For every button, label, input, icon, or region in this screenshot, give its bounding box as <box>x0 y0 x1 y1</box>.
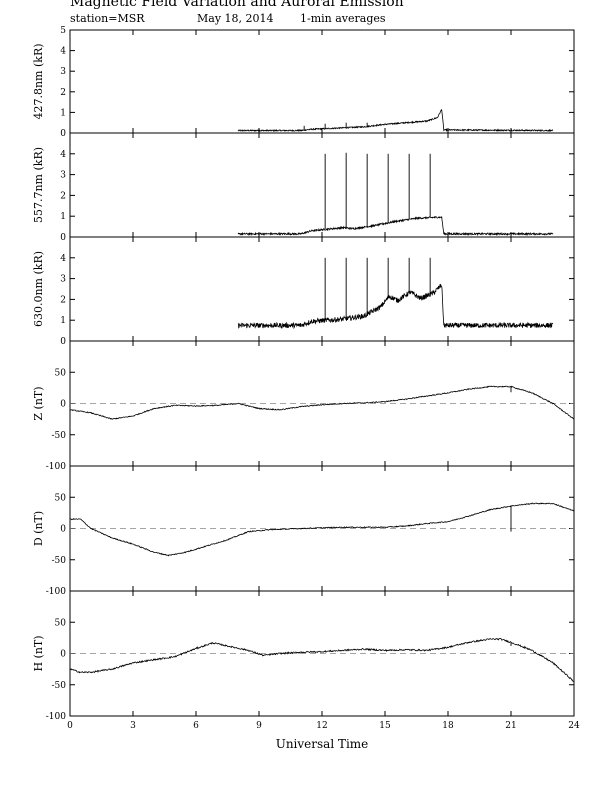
y-axis-label-p4278: 427.8nm (kR) <box>32 43 45 119</box>
x-tick-label: 6 <box>193 721 199 731</box>
y-tick-label-pZ: 0 <box>60 400 66 410</box>
y-tick-label-pD: 0 <box>60 525 66 535</box>
x-tick-label: 24 <box>568 721 580 731</box>
x-tick-label: 21 <box>505 721 516 731</box>
y-tick-label-p4278: 1 <box>60 108 66 118</box>
y-tick-label-p5577: 0 <box>60 233 66 243</box>
series-line-p6300 <box>237 284 554 330</box>
station-label: station=MSR <box>70 12 145 25</box>
y-tick-label-p5577: 1 <box>60 212 66 222</box>
series-line-pD <box>69 502 575 557</box>
y-tick-label-p6300: 1 <box>60 316 66 326</box>
y-tick-label-pD: -100 <box>46 587 66 597</box>
y-tick-label-p4278: 3 <box>60 67 66 77</box>
y-tick-label-pZ: 50 <box>55 368 67 378</box>
y-axis-label-pD: D (nT) <box>32 511 45 546</box>
chart-title: Magnetic Field Variation and Auroral Emi… <box>70 0 404 10</box>
y-axis-label-p5577: 557.7nm (kR) <box>32 147 45 223</box>
y-axis-label-p6300: 630.0nm (kR) <box>32 251 45 327</box>
y-axis-label-pH: H (nT) <box>32 635 45 671</box>
y-tick-label-p5577: 4 <box>60 150 66 160</box>
y-tick-label-pD: 50 <box>55 493 67 503</box>
series-line-p5577 <box>237 215 554 237</box>
y-tick-label-p5577: 3 <box>60 171 66 181</box>
y-tick-label-p4278: 5 <box>60 26 66 36</box>
y-axis-label-pZ: Z (nT) <box>32 386 45 420</box>
x-tick-label: 0 <box>67 721 73 731</box>
y-tick-label-pH: -100 <box>46 712 66 722</box>
y-tick-label-p4278: 4 <box>60 47 66 57</box>
panel-frame-p5577 <box>69 132 575 238</box>
y-tick-label-pZ: -100 <box>46 462 66 472</box>
panel-frame-p4278 <box>69 29 575 134</box>
y-tick-label-p4278: 0 <box>60 129 66 139</box>
x-axis-label: Universal Time <box>276 737 369 751</box>
y-tick-label-p6300: 4 <box>60 254 66 264</box>
y-tick-label-p6300: 3 <box>60 275 66 285</box>
y-tick-label-pH: -50 <box>52 681 67 691</box>
y-tick-label-pH: 0 <box>60 650 66 660</box>
x-tick-label: 15 <box>379 721 391 731</box>
y-tick-label-pZ: -50 <box>52 431 67 441</box>
y-tick-label-p5577: 2 <box>60 191 66 201</box>
x-tick-label: 18 <box>442 721 454 731</box>
y-tick-label-pH: 50 <box>55 618 67 628</box>
x-tick-label: 3 <box>130 721 136 731</box>
series-line-pZ <box>69 385 575 420</box>
y-tick-label-p4278: 2 <box>60 88 66 98</box>
y-tick-label-p6300: 0 <box>60 337 66 347</box>
series-line-p4278 <box>237 109 554 133</box>
series-line-pH <box>69 638 575 682</box>
y-tick-label-p6300: 2 <box>60 295 66 305</box>
y-tick-label-pD: -50 <box>52 556 67 566</box>
x-tick-label: 12 <box>316 721 327 731</box>
date-label: May 18, 2014 <box>197 12 274 25</box>
x-tick-label: 9 <box>256 721 262 731</box>
averaging-label: 1-min averages <box>300 12 386 25</box>
